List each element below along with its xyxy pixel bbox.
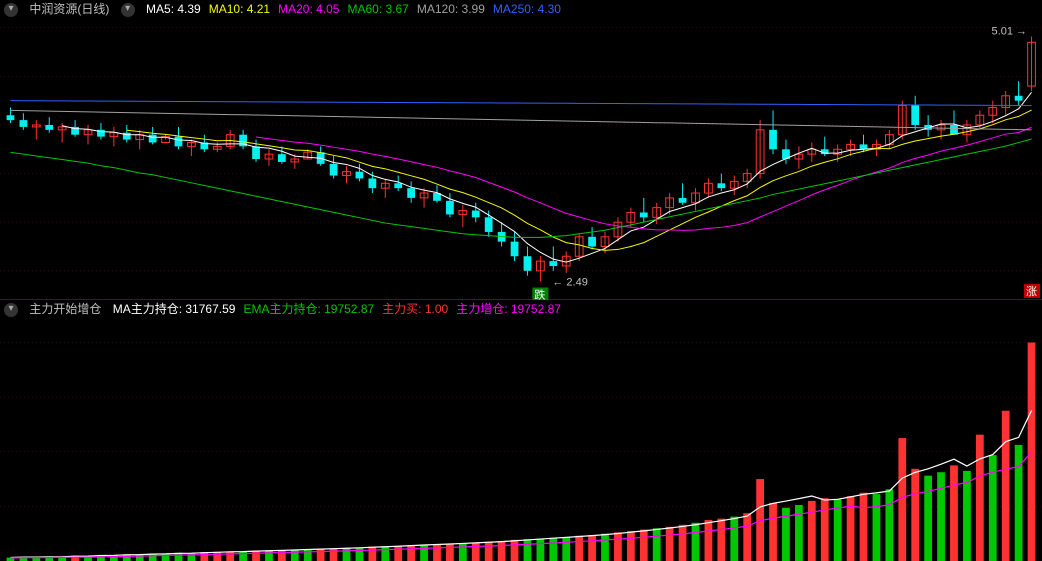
indicator-label: MA主力持仓: 31767.59	[113, 302, 236, 316]
ma-label: MA10: 4.21	[209, 2, 270, 16]
svg-text:← 2.49: ← 2.49	[552, 277, 587, 289]
ma-label: MA20: 4.05	[278, 2, 339, 16]
stock-title: 中润资源(日线)	[29, 2, 109, 16]
volume-chart-area[interactable]	[0, 318, 1042, 561]
ma-label: MA250: 4.30	[493, 2, 561, 16]
top-header: ▾ 中润资源(日线) ▾ MA5: 4.39 MA10: 4.21 MA20: 4.…	[0, 0, 1042, 18]
toggle-icon-3[interactable]: ▾	[4, 303, 18, 317]
svg-text:跌: 跌	[534, 288, 545, 300]
candlestick-panel[interactable]: ▾ 中润资源(日线) ▾ MA5: 4.39 MA10: 4.21 MA20: 4.…	[0, 0, 1042, 300]
ma-label: MA5: 4.39	[146, 2, 201, 16]
indicator-title: 主力开始增仓	[29, 302, 101, 316]
ma-label: MA120: 3.99	[417, 2, 485, 16]
volume-panel[interactable]: ▾ 主力开始增仓 MA主力持仓: 31767.59 EMA主力持仓: 19752.…	[0, 300, 1042, 561]
candlestick-chart-area[interactable]: ← 2.49 跌 5.01 → 涨	[0, 18, 1042, 299]
indicator-label: 主力买: 1.00	[382, 302, 448, 316]
toggle-icon-2[interactable]: ▾	[121, 3, 135, 17]
toggle-icon[interactable]: ▾	[4, 3, 18, 17]
ma-label: MA60: 3.67	[347, 2, 408, 16]
bottom-header: ▾ 主力开始增仓 MA主力持仓: 31767.59 EMA主力持仓: 19752.…	[0, 300, 1042, 318]
svg-text:涨: 涨	[1026, 285, 1037, 298]
svg-text:5.01 →: 5.01 →	[992, 25, 1027, 37]
indicator-label: 主力增仓: 19752.87	[456, 302, 561, 316]
indicator-label: EMA主力持仓: 19752.87	[243, 302, 374, 316]
stock-chart-container: ▾ 中润资源(日线) ▾ MA5: 4.39 MA10: 4.21 MA20: 4.…	[0, 0, 1042, 561]
